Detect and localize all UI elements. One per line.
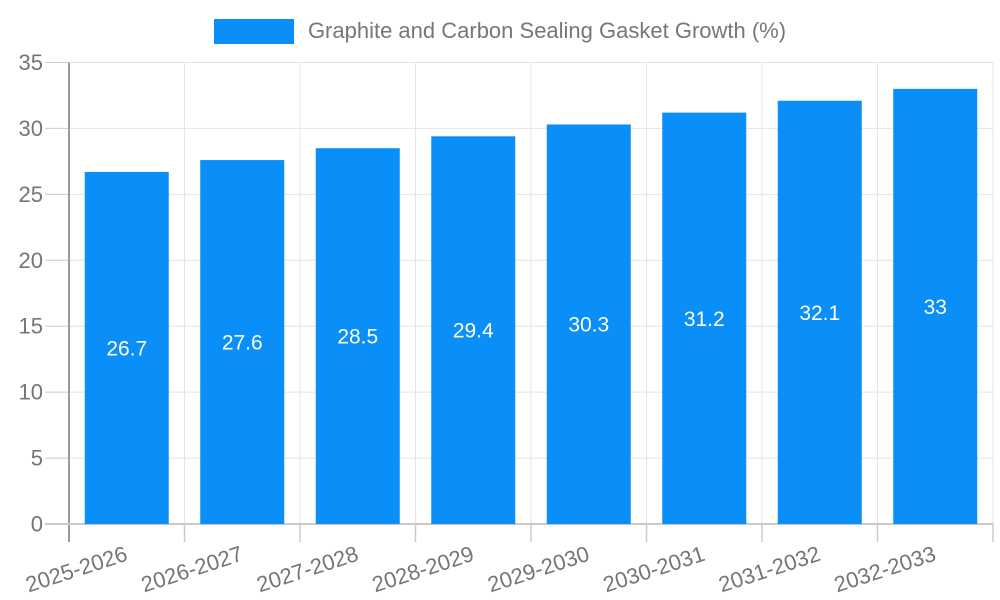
bar-value-label-2029-2030: 30.3 bbox=[568, 314, 609, 337]
y-tick-label-0: 0 bbox=[31, 512, 43, 537]
bar-value-label-2032-2033: 33 bbox=[924, 296, 947, 319]
y-tick-label-30: 30 bbox=[19, 116, 43, 141]
y-tick-label-25: 25 bbox=[19, 182, 43, 207]
bar-2027-2028 bbox=[315, 148, 400, 524]
x-tick-label-2032-2033: 2032-2033 bbox=[831, 541, 939, 597]
bar-2031-2032 bbox=[777, 100, 862, 524]
chart-legend[interactable]: Graphite and Carbon Sealing Gasket Growt… bbox=[0, 18, 1000, 44]
x-tick-label-2029-2030: 2029-2030 bbox=[485, 541, 593, 597]
bar-value-label-2025-2026: 26.7 bbox=[106, 337, 147, 360]
bar-2028-2029 bbox=[431, 136, 516, 524]
bar-2029-2030 bbox=[546, 124, 631, 525]
y-tick-label-20: 20 bbox=[19, 248, 43, 273]
x-tick-label-2031-2032: 2031-2032 bbox=[716, 541, 824, 597]
legend-color-swatch bbox=[213, 18, 294, 44]
bar-2026-2027 bbox=[200, 160, 285, 524]
x-tick-label-2028-2029: 2028-2029 bbox=[369, 541, 477, 597]
bar-2030-2031 bbox=[662, 112, 747, 524]
y-tick-label-35: 35 bbox=[19, 50, 43, 75]
bar-value-label-2030-2031: 31.2 bbox=[684, 308, 725, 331]
bar-2025-2026 bbox=[84, 171, 169, 525]
bar-2032-2033 bbox=[893, 88, 978, 524]
y-tick-label-15: 15 bbox=[19, 314, 43, 339]
x-tick-label-2027-2028: 2027-2028 bbox=[254, 541, 362, 597]
bar-value-label-2026-2027: 27.6 bbox=[222, 332, 263, 355]
x-tick-label-2026-2027: 2026-2027 bbox=[138, 541, 246, 597]
bar-value-label-2028-2029: 29.4 bbox=[453, 320, 494, 343]
y-tick-label-10: 10 bbox=[19, 380, 43, 405]
legend-label: Graphite and Carbon Sealing Gasket Growt… bbox=[307, 18, 787, 43]
bar-value-label-2031-2032: 32.1 bbox=[799, 302, 840, 325]
y-tick-label-5: 5 bbox=[31, 446, 43, 471]
x-tick-label-2030-2031: 2030-2031 bbox=[600, 541, 708, 597]
bar-value-label-2027-2028: 28.5 bbox=[337, 326, 378, 349]
x-tick-label-2025-2026: 2025-2026 bbox=[23, 541, 131, 597]
